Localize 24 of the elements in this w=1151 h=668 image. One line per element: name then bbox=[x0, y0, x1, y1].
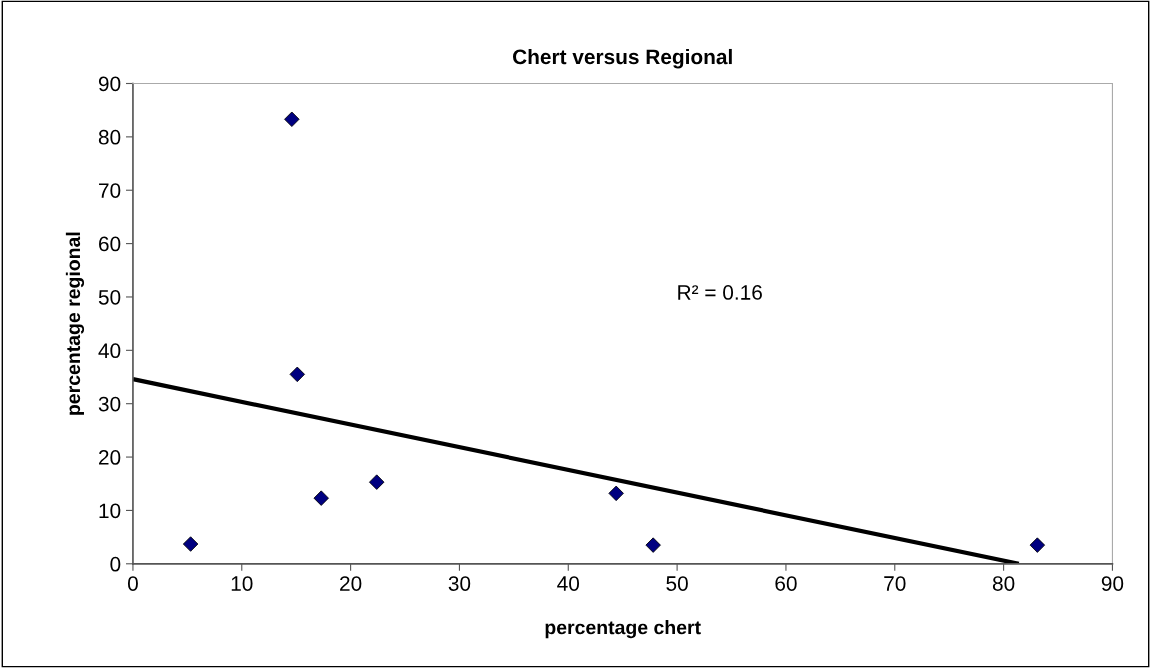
x-axis-title: percentage chert bbox=[545, 620, 701, 639]
y-tick-label: 40 bbox=[98, 343, 121, 359]
x-tick-label: 10 bbox=[231, 576, 253, 591]
x-tick-label: 40 bbox=[557, 576, 580, 591]
x-tick-label: 30 bbox=[448, 576, 471, 591]
y-tick-label: 50 bbox=[98, 289, 121, 305]
chart-title: Chert versus Regional bbox=[512, 48, 732, 69]
x-tick-label: 80 bbox=[992, 576, 1015, 591]
y-tick-label: 30 bbox=[98, 396, 121, 412]
y-tick-label: 90 bbox=[98, 76, 121, 92]
y-axis-title: percentage regional bbox=[65, 232, 85, 415]
x-tick-label: 70 bbox=[884, 576, 906, 591]
y-tick-label: 0 bbox=[110, 556, 121, 572]
y-tick-label: 60 bbox=[99, 236, 121, 252]
y-tick-label: 10 bbox=[99, 503, 121, 519]
y-tick-label: 80 bbox=[98, 129, 121, 145]
x-tick-label: 50 bbox=[666, 576, 688, 591]
x-tick-label: 90 bbox=[1101, 576, 1124, 591]
y-tick-label: 70 bbox=[99, 183, 121, 198]
x-tick-label: 20 bbox=[340, 576, 362, 591]
x-tick-label: 60 bbox=[775, 576, 797, 591]
x-tick-label: 0 bbox=[127, 576, 138, 591]
annotation: R² = 0.16 bbox=[678, 285, 762, 300]
y-tick-label: 20 bbox=[99, 450, 121, 465]
